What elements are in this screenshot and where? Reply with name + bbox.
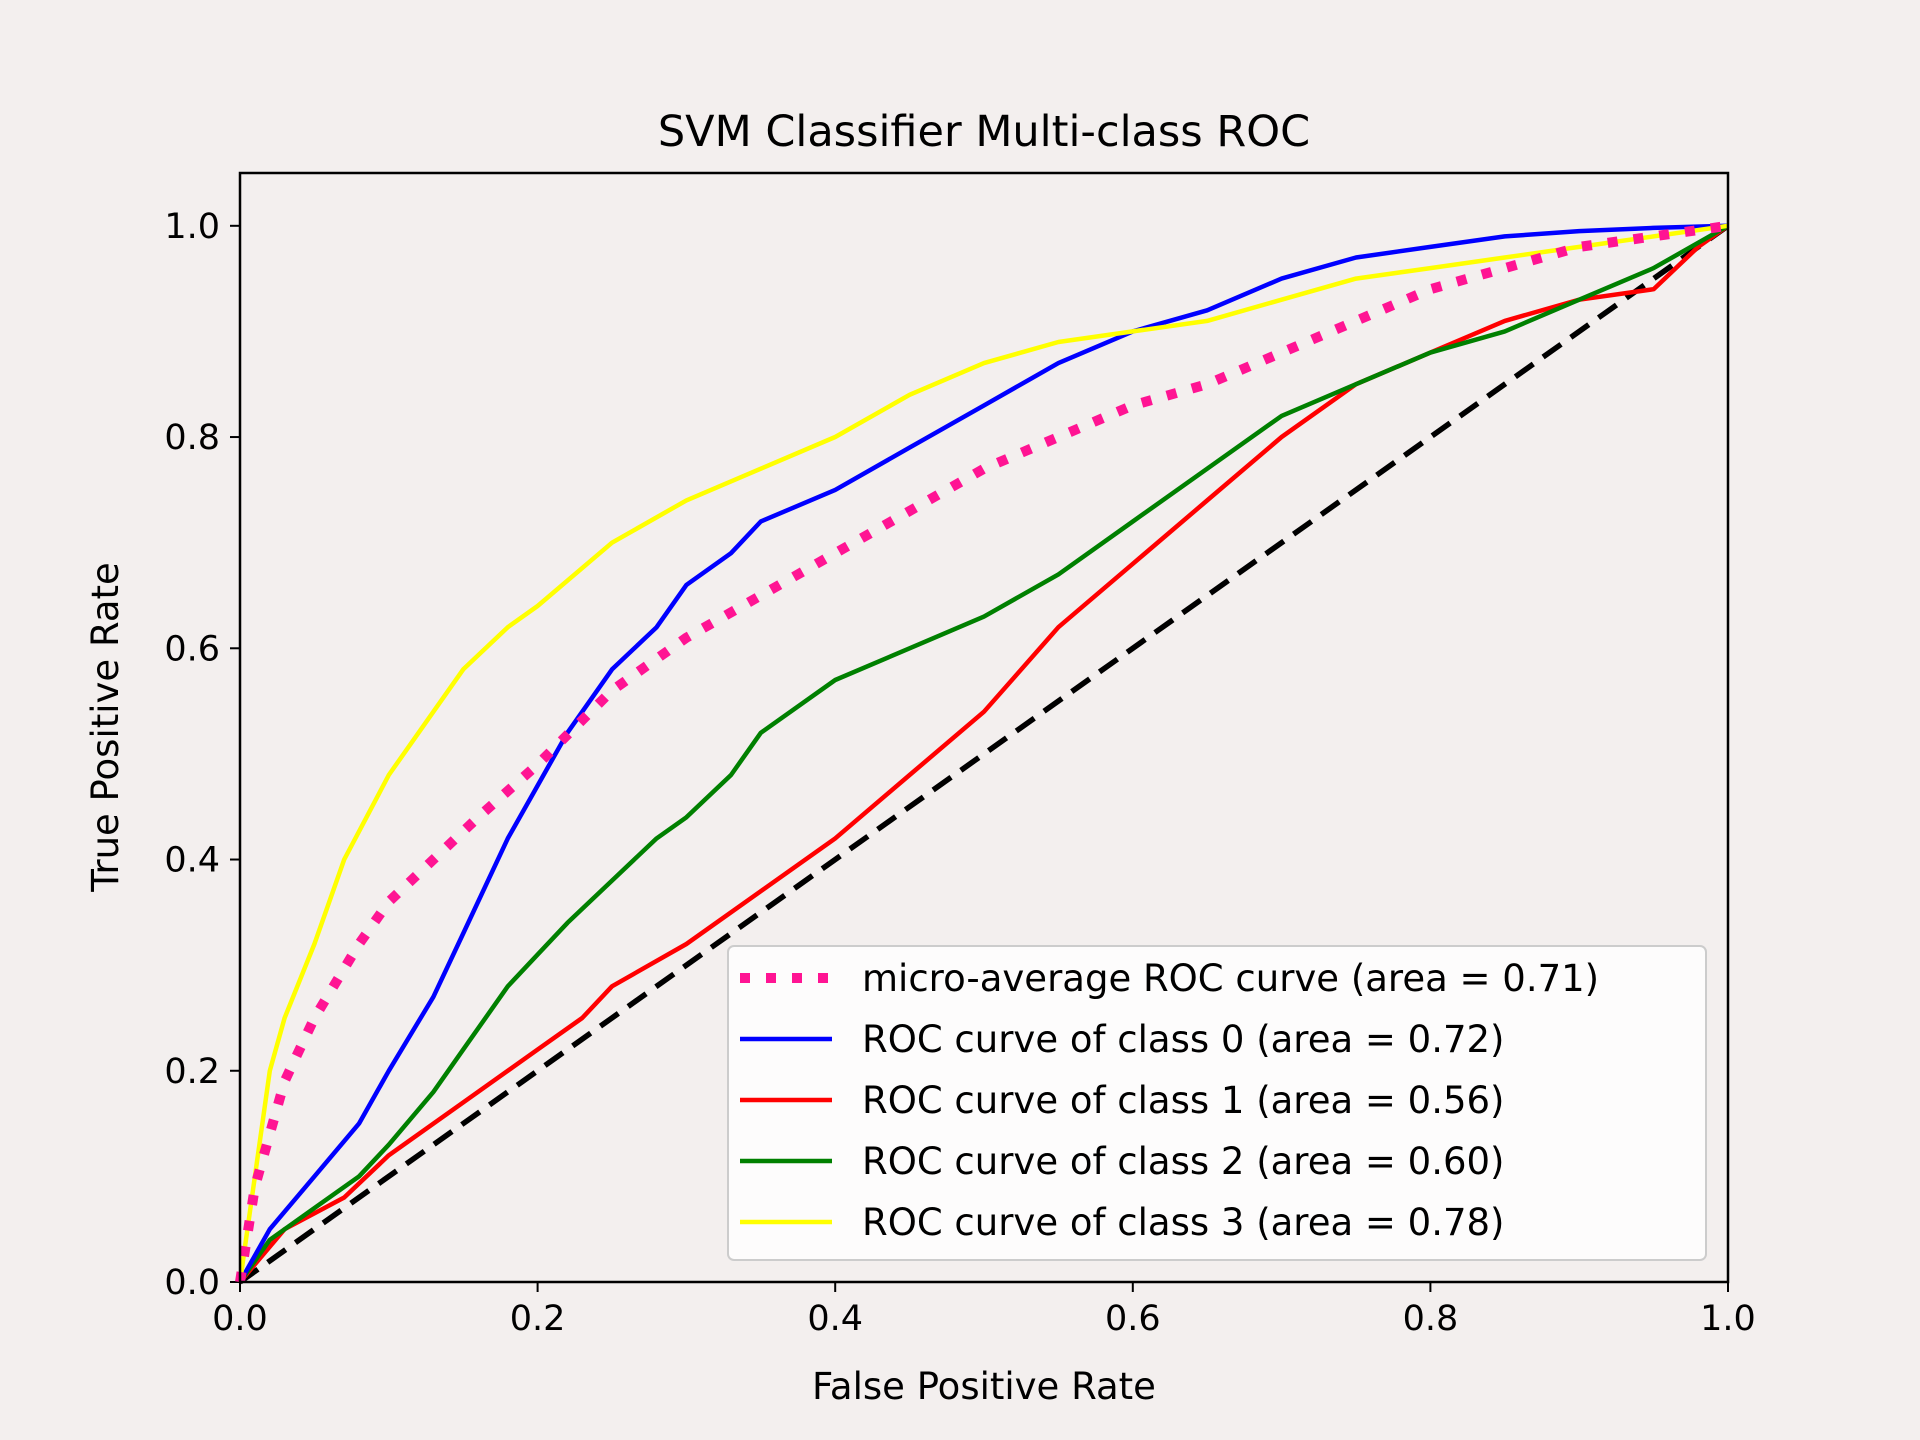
series-line-4 xyxy=(237,223,1729,1283)
x-axis-label: False Positive Rate xyxy=(812,1365,1156,1408)
x-tick-label: 0.0 xyxy=(212,1299,268,1339)
x-tick-label: 1.0 xyxy=(1700,1299,1756,1339)
x-tick-label: 0.8 xyxy=(1403,1299,1459,1339)
chart-title: SVM Classifier Multi-class ROC xyxy=(658,107,1310,157)
legend-label-2: ROC curve of class 1 (area = 0.56) xyxy=(862,1079,1504,1122)
y-tick-label: 0.6 xyxy=(164,629,220,669)
legend-label-0: micro-average ROC curve (area = 0.71) xyxy=(862,957,1599,1000)
series-layer xyxy=(235,220,1730,1285)
y-tick-label: 1.0 xyxy=(164,207,220,247)
y-axis-label: True Positive Rate xyxy=(84,562,127,893)
axis-ticks: 0.0 0.2 0.4 0.6 0.8 1.0 0.0 0.2 0.4 0.6 0.8 1.0 xyxy=(164,207,1756,1339)
y-tick-label: 0.8 xyxy=(164,418,220,458)
y-tick-label: 0.0 xyxy=(164,1263,220,1303)
legend-box xyxy=(727,945,1707,1261)
x-tick-label: 0.2 xyxy=(510,1299,566,1339)
y-tick-label: 0.2 xyxy=(164,1052,220,1092)
y-tick-label: 0.4 xyxy=(164,841,220,881)
series-line-1 xyxy=(238,223,1729,1284)
series-line-3 xyxy=(238,223,1730,1284)
plot-frame xyxy=(238,171,1730,1284)
legend-label-4: ROC curve of class 3 (area = 0.78) xyxy=(862,1201,1504,1244)
x-tick-label: 0.6 xyxy=(1105,1299,1161,1339)
x-tick-label: 0.4 xyxy=(807,1299,863,1339)
legend-label-3: ROC curve of class 2 (area = 0.60) xyxy=(862,1140,1504,1183)
legend: micro-average ROC curve (area = 0.71) ROC… xyxy=(727,945,1707,1261)
legend-label-1: ROC curve of class 0 (area = 0.72) xyxy=(862,1018,1504,1061)
series-line-2 xyxy=(238,223,1730,1284)
